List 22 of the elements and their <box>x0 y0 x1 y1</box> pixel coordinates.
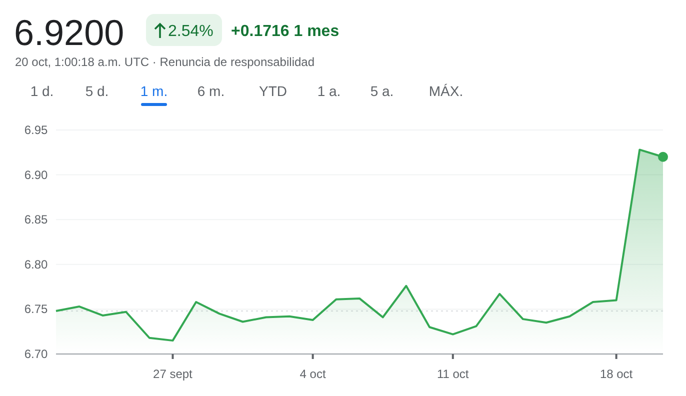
x-tick-label: 4 oct <box>300 367 326 381</box>
x-tick-label: 27 sept <box>153 367 194 381</box>
y-tick-label: 6.80 <box>24 257 48 272</box>
text: +0.1716 1 mes <box>231 23 340 40</box>
text: 5 a. <box>370 83 394 99</box>
text: 5 d. <box>85 83 109 99</box>
y-tick-label: 6.90 <box>24 168 48 182</box>
text: YTD <box>259 83 287 99</box>
chart-title: 6.9200 <box>14 12 124 53</box>
y-tick-label: 6.70 <box>24 347 48 361</box>
text: 1 m. <box>140 83 168 99</box>
y-tick-label: 6.85 <box>24 212 48 227</box>
y-tick-label: 6.75 <box>24 302 48 316</box>
x-tick-label: 18 oct <box>600 367 634 381</box>
text: 20 oct, 1:00:18 a.m. UTC · Renuncia de responsabilidad <box>15 55 315 69</box>
text: 1 d. <box>30 83 54 99</box>
text: 1 a. <box>317 83 341 99</box>
text: 6 m. <box>197 83 225 99</box>
text: MÁX. <box>428 83 464 99</box>
text: 2.54% <box>168 23 214 40</box>
x-tick-label: 11 oct <box>436 367 470 381</box>
y-tick-label: 6.95 <box>24 123 48 137</box>
